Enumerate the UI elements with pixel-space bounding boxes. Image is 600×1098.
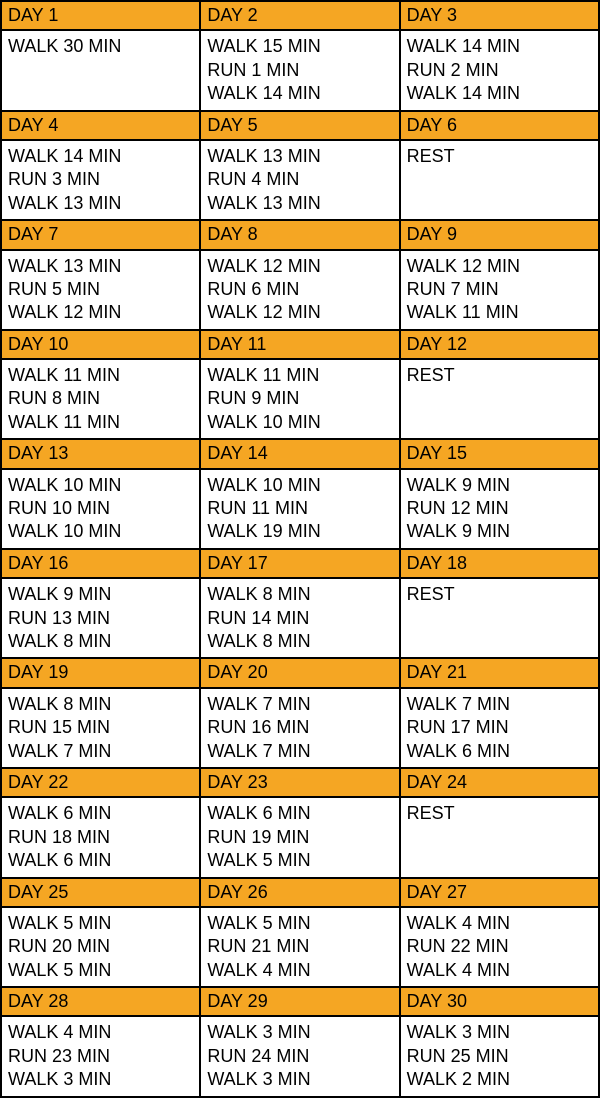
- day-header: DAY 8: [200, 220, 399, 249]
- day-plan-cell: WALK 5 MIN RUN 20 MIN WALK 5 MIN: [1, 907, 200, 987]
- day-plan-cell: WALK 6 MIN RUN 19 MIN WALK 5 MIN: [200, 797, 399, 877]
- day-header: DAY 25: [1, 878, 200, 907]
- day-plan-cell: WALK 5 MIN RUN 21 MIN WALK 4 MIN: [200, 907, 399, 987]
- day-header: DAY 12: [400, 330, 599, 359]
- day-plan-cell: WALK 9 MIN RUN 13 MIN WALK 8 MIN: [1, 578, 200, 658]
- day-header: DAY 16: [1, 549, 200, 578]
- day-header: DAY 5: [200, 111, 399, 140]
- day-plan-cell: WALK 14 MIN RUN 2 MIN WALK 14 MIN: [400, 30, 599, 110]
- day-plan-cell: WALK 10 MIN RUN 11 MIN WALK 19 MIN: [200, 469, 399, 549]
- day-plan-cell: WALK 3 MIN RUN 25 MIN WALK 2 MIN: [400, 1016, 599, 1096]
- day-header: DAY 21: [400, 658, 599, 687]
- day-header: DAY 14: [200, 439, 399, 468]
- day-header: DAY 24: [400, 768, 599, 797]
- day-plan-cell: WALK 11 MIN RUN 8 MIN WALK 11 MIN: [1, 359, 200, 439]
- day-header: DAY 22: [1, 768, 200, 797]
- day-header: DAY 1: [1, 1, 200, 30]
- day-header: DAY 9: [400, 220, 599, 249]
- day-header: DAY 27: [400, 878, 599, 907]
- day-plan-cell: WALK 14 MIN RUN 3 MIN WALK 13 MIN: [1, 140, 200, 220]
- day-header: DAY 30: [400, 987, 599, 1016]
- day-plan-cell: WALK 12 MIN RUN 7 MIN WALK 11 MIN: [400, 250, 599, 330]
- day-header: DAY 18: [400, 549, 599, 578]
- day-plan-cell: WALK 13 MIN RUN 4 MIN WALK 13 MIN: [200, 140, 399, 220]
- day-header: DAY 26: [200, 878, 399, 907]
- day-plan-cell: WALK 4 MIN RUN 23 MIN WALK 3 MIN: [1, 1016, 200, 1096]
- day-header: DAY 23: [200, 768, 399, 797]
- day-plan-cell: WALK 7 MIN RUN 17 MIN WALK 6 MIN: [400, 688, 599, 768]
- day-plan-cell: REST: [400, 578, 599, 658]
- day-header: DAY 4: [1, 111, 200, 140]
- day-header: DAY 17: [200, 549, 399, 578]
- day-header: DAY 7: [1, 220, 200, 249]
- day-plan-cell: REST: [400, 359, 599, 439]
- day-plan-cell: WALK 9 MIN RUN 12 MIN WALK 9 MIN: [400, 469, 599, 549]
- day-plan-cell: WALK 3 MIN RUN 24 MIN WALK 3 MIN: [200, 1016, 399, 1096]
- day-header: DAY 15: [400, 439, 599, 468]
- day-header: DAY 11: [200, 330, 399, 359]
- day-plan-cell: WALK 4 MIN RUN 22 MIN WALK 4 MIN: [400, 907, 599, 987]
- day-plan-cell: REST: [400, 140, 599, 220]
- day-plan-cell: WALK 30 MIN: [1, 30, 200, 110]
- day-plan-cell: REST: [400, 797, 599, 877]
- day-plan-cell: WALK 7 MIN RUN 16 MIN WALK 7 MIN: [200, 688, 399, 768]
- day-header: DAY 29: [200, 987, 399, 1016]
- day-header: DAY 20: [200, 658, 399, 687]
- day-header: DAY 19: [1, 658, 200, 687]
- day-plan-cell: WALK 10 MIN RUN 10 MIN WALK 10 MIN: [1, 469, 200, 549]
- day-plan-cell: WALK 6 MIN RUN 18 MIN WALK 6 MIN: [1, 797, 200, 877]
- workout-schedule-table: DAY 1DAY 2DAY 3 WALK 30 MINWALK 15 MIN RU…: [0, 0, 600, 1098]
- day-plan-cell: WALK 8 MIN RUN 14 MIN WALK 8 MIN: [200, 578, 399, 658]
- day-header: DAY 2: [200, 1, 399, 30]
- day-plan-cell: WALK 13 MIN RUN 5 MIN WALK 12 MIN: [1, 250, 200, 330]
- day-header: DAY 28: [1, 987, 200, 1016]
- day-header: DAY 6: [400, 111, 599, 140]
- day-header: DAY 13: [1, 439, 200, 468]
- day-plan-cell: WALK 15 MIN RUN 1 MIN WALK 14 MIN: [200, 30, 399, 110]
- day-plan-cell: WALK 11 MIN RUN 9 MIN WALK 10 MIN: [200, 359, 399, 439]
- day-plan-cell: WALK 8 MIN RUN 15 MIN WALK 7 MIN: [1, 688, 200, 768]
- day-header: DAY 3: [400, 1, 599, 30]
- day-plan-cell: WALK 12 MIN RUN 6 MIN WALK 12 MIN: [200, 250, 399, 330]
- day-header: DAY 10: [1, 330, 200, 359]
